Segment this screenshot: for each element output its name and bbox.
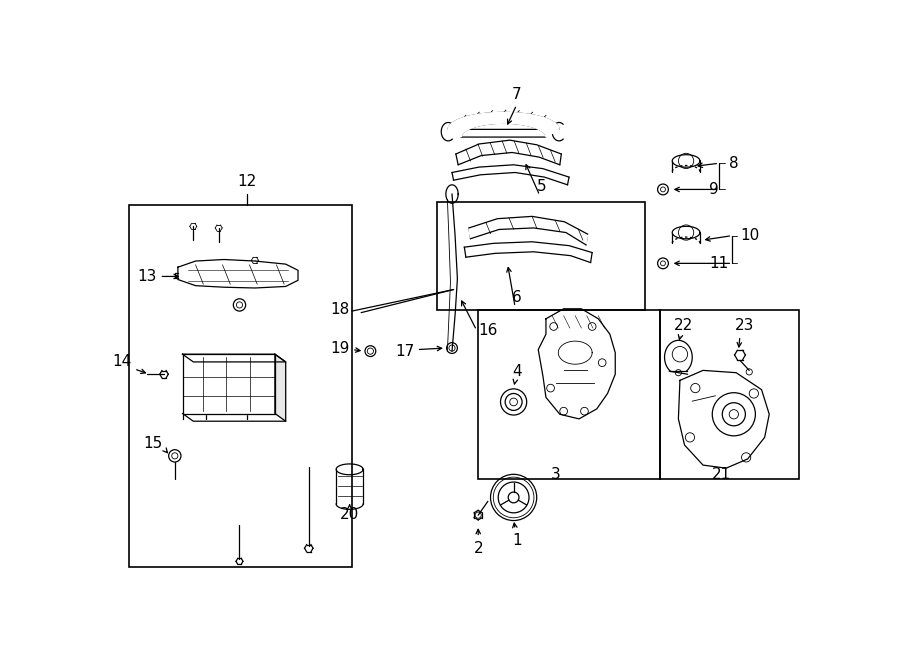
Text: 9: 9: [709, 182, 719, 197]
Polygon shape: [183, 354, 285, 362]
Bar: [660, 309, 798, 479]
Polygon shape: [178, 260, 298, 288]
Text: 4: 4: [512, 364, 521, 379]
Polygon shape: [448, 112, 559, 137]
Bar: [436, 202, 644, 309]
Polygon shape: [679, 370, 770, 468]
Text: 15: 15: [143, 436, 163, 451]
Polygon shape: [469, 216, 588, 245]
Text: 16: 16: [478, 323, 498, 338]
Bar: [129, 205, 352, 566]
Text: 6: 6: [512, 290, 522, 305]
Text: 23: 23: [735, 318, 754, 332]
Text: 17: 17: [396, 344, 415, 359]
Polygon shape: [538, 309, 616, 419]
Text: 3: 3: [550, 467, 560, 482]
Text: 14: 14: [112, 354, 131, 369]
Polygon shape: [183, 354, 274, 414]
Text: 5: 5: [537, 179, 547, 194]
Text: 8: 8: [729, 156, 739, 171]
Text: 18: 18: [330, 302, 349, 317]
Text: 22: 22: [673, 318, 693, 332]
Text: 1: 1: [512, 533, 521, 548]
Bar: [478, 309, 660, 479]
Text: 19: 19: [330, 340, 349, 356]
Text: 10: 10: [740, 228, 760, 243]
Text: 21: 21: [712, 467, 731, 482]
Text: 2: 2: [473, 541, 483, 555]
Text: 13: 13: [138, 269, 157, 284]
Polygon shape: [274, 354, 285, 421]
Text: 11: 11: [709, 256, 728, 271]
Text: 20: 20: [340, 508, 359, 522]
Text: 12: 12: [238, 175, 256, 190]
Text: 7: 7: [512, 87, 521, 102]
